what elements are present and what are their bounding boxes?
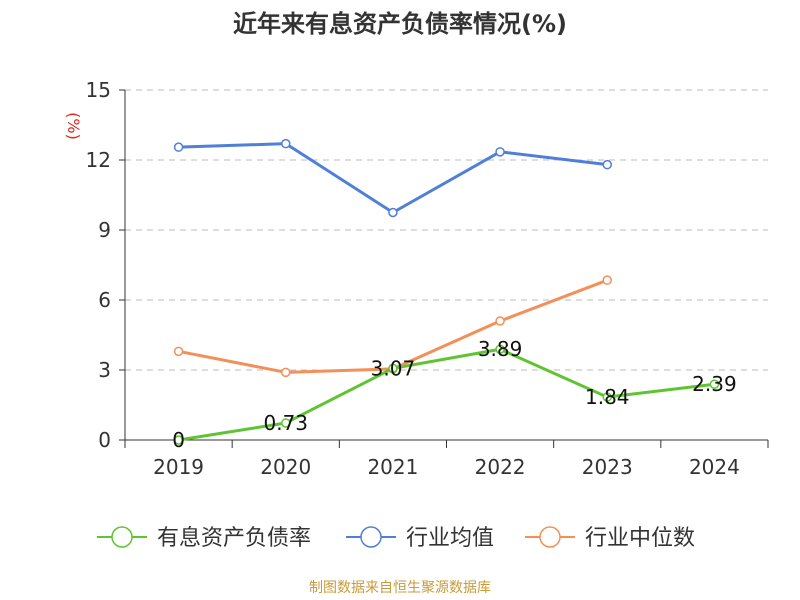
data-point bbox=[602, 275, 612, 285]
data-label: 3.07 bbox=[371, 356, 416, 380]
data-label: 0.73 bbox=[263, 411, 308, 435]
legend-label: 有息资产负债率 bbox=[157, 526, 311, 551]
y-tick-label: 6 bbox=[98, 288, 111, 312]
data-point bbox=[495, 344, 505, 354]
legend-marker bbox=[539, 526, 561, 548]
grid-layer bbox=[125, 89, 768, 371]
data-label: 1.84 bbox=[585, 385, 630, 409]
x-tick-label: 2024 bbox=[689, 455, 740, 479]
axis-layer: 0 3 6 9 12 15(%) 2019 2020 2021 2022 2023 2024 bbox=[64, 78, 769, 479]
data-point bbox=[173, 346, 184, 357]
x-tick-label: 2023 bbox=[582, 455, 633, 479]
legend-label: 行业均值 bbox=[406, 526, 494, 551]
data-label: 3.89 bbox=[478, 337, 523, 361]
data-point bbox=[602, 392, 612, 402]
series-line-1 bbox=[178, 142, 608, 214]
y-tick-label: 9 bbox=[98, 218, 111, 242]
legend-marker bbox=[111, 526, 133, 548]
legend-item: 有息资产负债率 bbox=[97, 526, 311, 551]
data-point bbox=[281, 138, 291, 149]
data-point bbox=[709, 379, 720, 389]
data-point bbox=[602, 159, 612, 170]
legend: 有息资产负债率 行业均值 行业中位数 bbox=[97, 526, 695, 551]
legend-item: 行业均值 bbox=[346, 526, 494, 551]
y-tick-label: 0 bbox=[98, 428, 111, 452]
x-tick-label: 2019 bbox=[153, 455, 204, 479]
y-tick-label: 3 bbox=[98, 358, 111, 382]
x-tick-label: 2020 bbox=[260, 455, 311, 479]
data-point bbox=[173, 142, 184, 152]
data-point bbox=[173, 435, 184, 445]
data-point bbox=[388, 207, 398, 218]
data-point bbox=[495, 316, 505, 326]
data-point bbox=[281, 418, 291, 428]
data-point bbox=[388, 363, 398, 374]
data-label: 2.39 bbox=[692, 372, 737, 396]
y-tick-label: 12 bbox=[86, 148, 111, 172]
y-axis-label: (%) bbox=[64, 112, 83, 140]
data-label: 0 bbox=[172, 428, 185, 452]
series-line-0 bbox=[178, 347, 715, 442]
data-source-note: 制图数据来自恒生聚源数据库 bbox=[309, 580, 491, 596]
legend-label: 行业中位数 bbox=[585, 526, 695, 551]
legend-item: 行业中位数 bbox=[525, 526, 695, 551]
x-tick-label: 2021 bbox=[367, 455, 418, 479]
chart-title: 近年来有息资产负债率情况(%) bbox=[233, 10, 567, 38]
data-point bbox=[495, 147, 505, 157]
x-tick-label: 2022 bbox=[475, 455, 526, 479]
y-tick-label: 15 bbox=[86, 78, 111, 102]
series-layer bbox=[173, 138, 720, 445]
legend-marker bbox=[360, 526, 382, 548]
data-label-layer: 0 0.73 3.07 3.89 1.84 2.39 bbox=[172, 337, 736, 452]
data-point bbox=[281, 367, 291, 378]
